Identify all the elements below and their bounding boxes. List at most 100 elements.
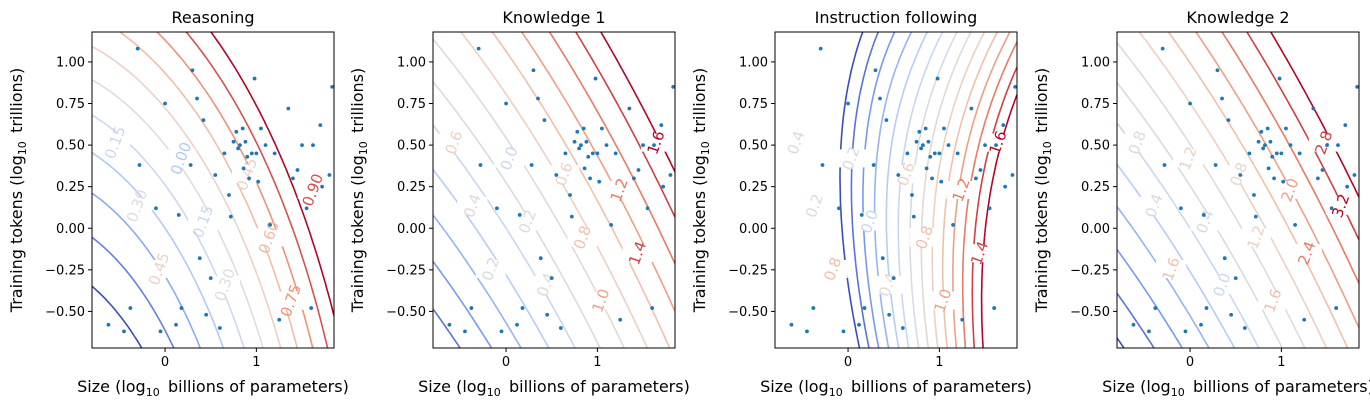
model-point: [1013, 84, 1017, 89]
y-tick-label: −0.50: [1070, 305, 1110, 320]
y-tick-label: 0.75: [739, 97, 768, 112]
contour-label-bg: [188, 212, 219, 231]
x-tick-label: 0: [844, 355, 852, 370]
y-tick-label: 0.00: [397, 222, 426, 237]
model-point: [188, 163, 193, 167]
model-point: [910, 193, 914, 197]
contour-label-bg: [439, 133, 470, 152]
contour-label: 1.4: [625, 239, 650, 268]
model-point: [291, 176, 295, 181]
contour-label-bg: [781, 133, 812, 152]
model-point: [604, 143, 609, 147]
contour-label: 0.2: [802, 192, 827, 221]
y-tick-label: 0.50: [739, 139, 768, 154]
model-point: [174, 322, 178, 327]
contour-label-bg: [1139, 196, 1170, 215]
model-point: [163, 101, 167, 106]
model-point: [1256, 139, 1261, 144]
contour-label: 3.2: [1328, 192, 1353, 221]
model-point: [659, 123, 664, 128]
model-point: [190, 68, 195, 73]
model-point: [789, 322, 794, 327]
model-point: [924, 166, 929, 171]
x-tick-label: 1: [252, 355, 260, 370]
chart-title: Knowledge 2: [1186, 8, 1289, 27]
y-tick-label: 1.00: [56, 55, 85, 70]
contour-label-bg: [100, 133, 131, 152]
contour-line: [1117, 292, 1155, 348]
y-tick-label: 1.00: [1081, 55, 1110, 70]
model-point: [531, 68, 536, 73]
model-point: [252, 76, 257, 81]
contour-label: 1.6: [985, 128, 1010, 157]
model-point: [905, 151, 910, 156]
model-point: [884, 118, 889, 123]
contour-label: 1.6: [1159, 255, 1184, 284]
model-point: [837, 206, 841, 211]
model-point: [259, 126, 263, 131]
model-point: [1334, 306, 1339, 310]
model-point: [928, 154, 933, 159]
y-axis-label: Training tokens (log10 trillions): [1032, 68, 1054, 313]
contour-label-bg: [494, 149, 525, 168]
model-point: [900, 326, 905, 330]
contour-label: 0.2: [478, 255, 503, 284]
model-point: [942, 126, 946, 131]
model-point: [240, 126, 245, 131]
contour-label-bg: [622, 244, 653, 263]
model-point: [1220, 96, 1224, 101]
contour-line: [575, 32, 675, 218]
model-point: [1183, 329, 1188, 334]
contour-label-bg: [836, 149, 867, 168]
contour-label: 1.0: [930, 286, 955, 315]
panel-2: 0.60.40.20.00.20.40.60.81.01.21.41.61.00…: [348, 8, 690, 399]
contour-label: 2.0: [1277, 176, 1302, 205]
panel-3: 0.40.20.80.20.00.40.60.81.01.21.41.61.00…: [690, 8, 1032, 399]
model-point: [499, 329, 504, 334]
contour-label-bg: [209, 275, 240, 294]
model-point: [106, 322, 111, 327]
model-point: [862, 306, 867, 310]
contour-label-bg: [946, 181, 977, 199]
model-point: [1259, 129, 1264, 134]
contour-label-bg: [1240, 228, 1271, 247]
model-point: [1263, 143, 1267, 147]
model-point: [1199, 322, 1203, 327]
y-tick-label: 0.75: [397, 97, 426, 112]
model-point: [447, 322, 452, 327]
contour-label: 1.4: [967, 239, 992, 268]
model-point: [1242, 326, 1247, 330]
contour-label: 0.6: [441, 128, 466, 157]
contour-label: 0.8: [820, 255, 845, 284]
contour-label-bg: [854, 212, 885, 231]
contour-line: [92, 45, 282, 348]
model-point: [1201, 213, 1206, 217]
model-point: [318, 123, 323, 128]
model-point: [597, 179, 602, 184]
model-point: [946, 143, 951, 147]
contour-label: 1.2: [1176, 144, 1201, 173]
model-point: [1238, 173, 1243, 177]
model-point: [586, 154, 591, 159]
x-axis-label: Size (log10 billions of parameters): [1102, 377, 1370, 399]
model-point: [846, 101, 850, 106]
model-point: [1131, 322, 1136, 327]
model-point: [1274, 151, 1279, 156]
y-tick-label: 0.25: [397, 180, 426, 195]
model-point: [268, 223, 272, 227]
contour-label-bg: [640, 133, 671, 152]
model-point: [923, 126, 928, 131]
model-point: [320, 184, 325, 189]
model-point: [1001, 123, 1006, 128]
model-point: [495, 206, 499, 211]
y-tick-label: −0.50: [728, 305, 768, 320]
model-point: [558, 326, 563, 330]
model-point: [295, 168, 300, 172]
model-point: [195, 96, 199, 101]
model-point: [600, 126, 604, 131]
model-point: [1160, 46, 1165, 51]
model-point: [636, 168, 641, 172]
contour-label-bg: [1274, 181, 1305, 199]
model-point: [1320, 168, 1325, 172]
y-tick-label: 0.50: [397, 139, 426, 154]
